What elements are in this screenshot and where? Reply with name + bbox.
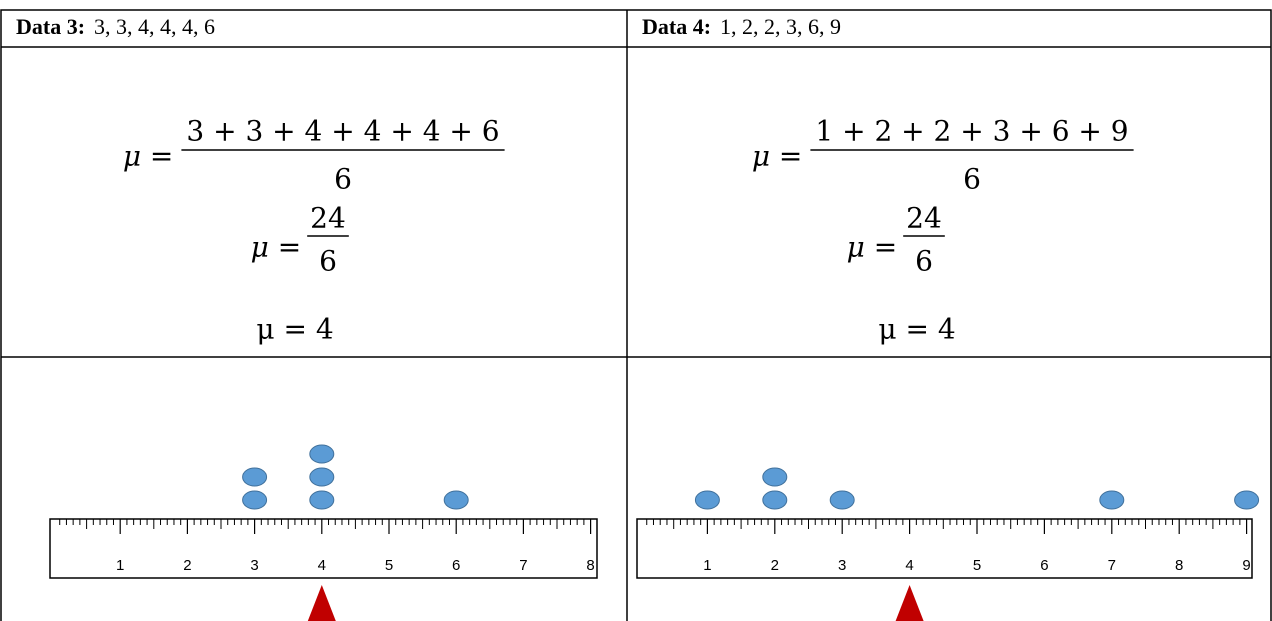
ruler-label: 2 (183, 557, 191, 574)
ruler-label: 6 (1040, 557, 1048, 574)
ruler-label: 4 (318, 557, 326, 574)
sum: 24 (310, 202, 346, 235)
data-dot (309, 444, 335, 464)
ruler-label: 9 (1242, 557, 1250, 574)
ruler-label: 4 (905, 557, 913, 574)
data-dot (694, 490, 720, 510)
data-dot (762, 467, 788, 487)
data-dot (1234, 490, 1260, 510)
cell-heading: Data 4: (642, 14, 711, 39)
data-dot (762, 490, 788, 510)
lhs: μ = (123, 140, 174, 173)
result: μ = 4 (878, 313, 955, 346)
sum-denominator: 6 (915, 245, 933, 278)
data-dot (242, 467, 268, 487)
data-list: 3, 3, 4, 4, 4, 6 (94, 14, 215, 39)
ruler-label: 5 (385, 557, 393, 574)
ruler-label: 8 (1175, 557, 1183, 574)
sum: 24 (906, 202, 942, 235)
ruler-label: 1 (703, 557, 711, 574)
lhs: μ = (847, 231, 898, 264)
lhs: μ = (752, 140, 803, 173)
denominator: 6 (963, 163, 981, 196)
ruler-body (636, 518, 1253, 579)
table-border (0, 9, 1272, 621)
numerator: 3 + 3 + 4 + 4 + 4 + 6 (186, 115, 499, 148)
ruler-body (49, 518, 598, 579)
denominator: 6 (334, 163, 352, 196)
ruler-label: 2 (771, 557, 779, 574)
data-dot (242, 490, 268, 510)
ruler-label: 1 (116, 557, 124, 574)
lhs: μ = (251, 231, 302, 264)
ruler-label: 3 (838, 557, 846, 574)
cell-heading: Data 3: (16, 14, 85, 39)
data-dot (1099, 490, 1125, 510)
data-dot (443, 490, 469, 510)
sum-denominator: 6 (319, 245, 337, 278)
fulcrum (895, 585, 924, 621)
ruler-label: 8 (586, 557, 594, 574)
data-dot (829, 490, 855, 510)
numerator: 1 + 2 + 2 + 3 + 6 + 9 (815, 115, 1128, 148)
ruler-label: 6 (452, 557, 460, 574)
fulcrum (307, 585, 336, 621)
ruler-label: 5 (973, 557, 981, 574)
data-dot (309, 490, 335, 510)
data-list: 1, 2, 2, 3, 6, 9 (720, 14, 841, 39)
ruler-label: 3 (250, 557, 258, 574)
data-dot (309, 467, 335, 487)
ruler-label: 7 (1108, 557, 1116, 574)
result: μ = 4 (256, 313, 333, 346)
ruler-label: 7 (519, 557, 527, 574)
